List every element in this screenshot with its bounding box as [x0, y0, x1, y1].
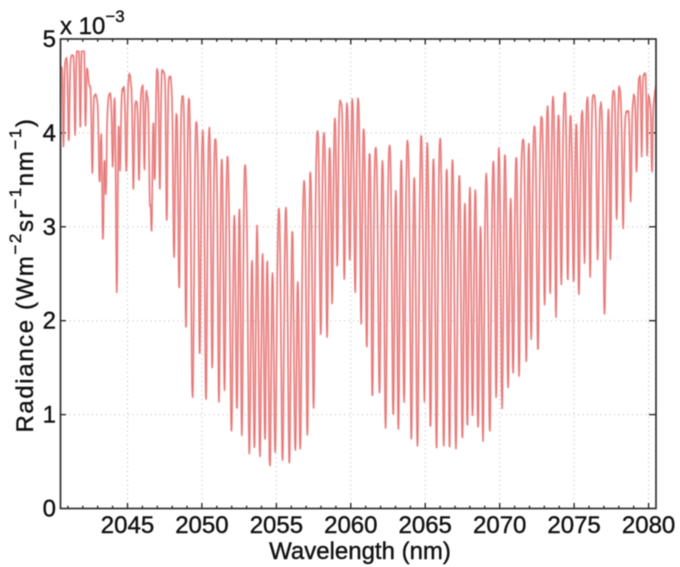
svg-text:2065: 2065	[399, 512, 452, 539]
svg-text:2: 2	[43, 308, 56, 335]
svg-text:0: 0	[43, 496, 56, 523]
svg-text:2060: 2060	[324, 512, 377, 539]
svg-text:Radiance (Wm−2sr−1nm−1): Radiance (Wm−2sr−1nm−1)	[6, 117, 39, 432]
svg-text:Wavelength (nm): Wavelength (nm)	[269, 538, 451, 565]
svg-text:2075: 2075	[547, 512, 600, 539]
svg-text:2070: 2070	[473, 512, 526, 539]
svg-text:5: 5	[43, 26, 56, 53]
svg-text:x 10−3: x 10−3	[60, 7, 125, 40]
svg-text:1: 1	[43, 402, 56, 429]
svg-text:3: 3	[43, 214, 56, 241]
svg-text:2050: 2050	[175, 512, 228, 539]
svg-text:2055: 2055	[250, 512, 303, 539]
svg-text:2045: 2045	[101, 512, 154, 539]
svg-text:4: 4	[43, 120, 56, 147]
svg-text:2080: 2080	[622, 512, 675, 539]
